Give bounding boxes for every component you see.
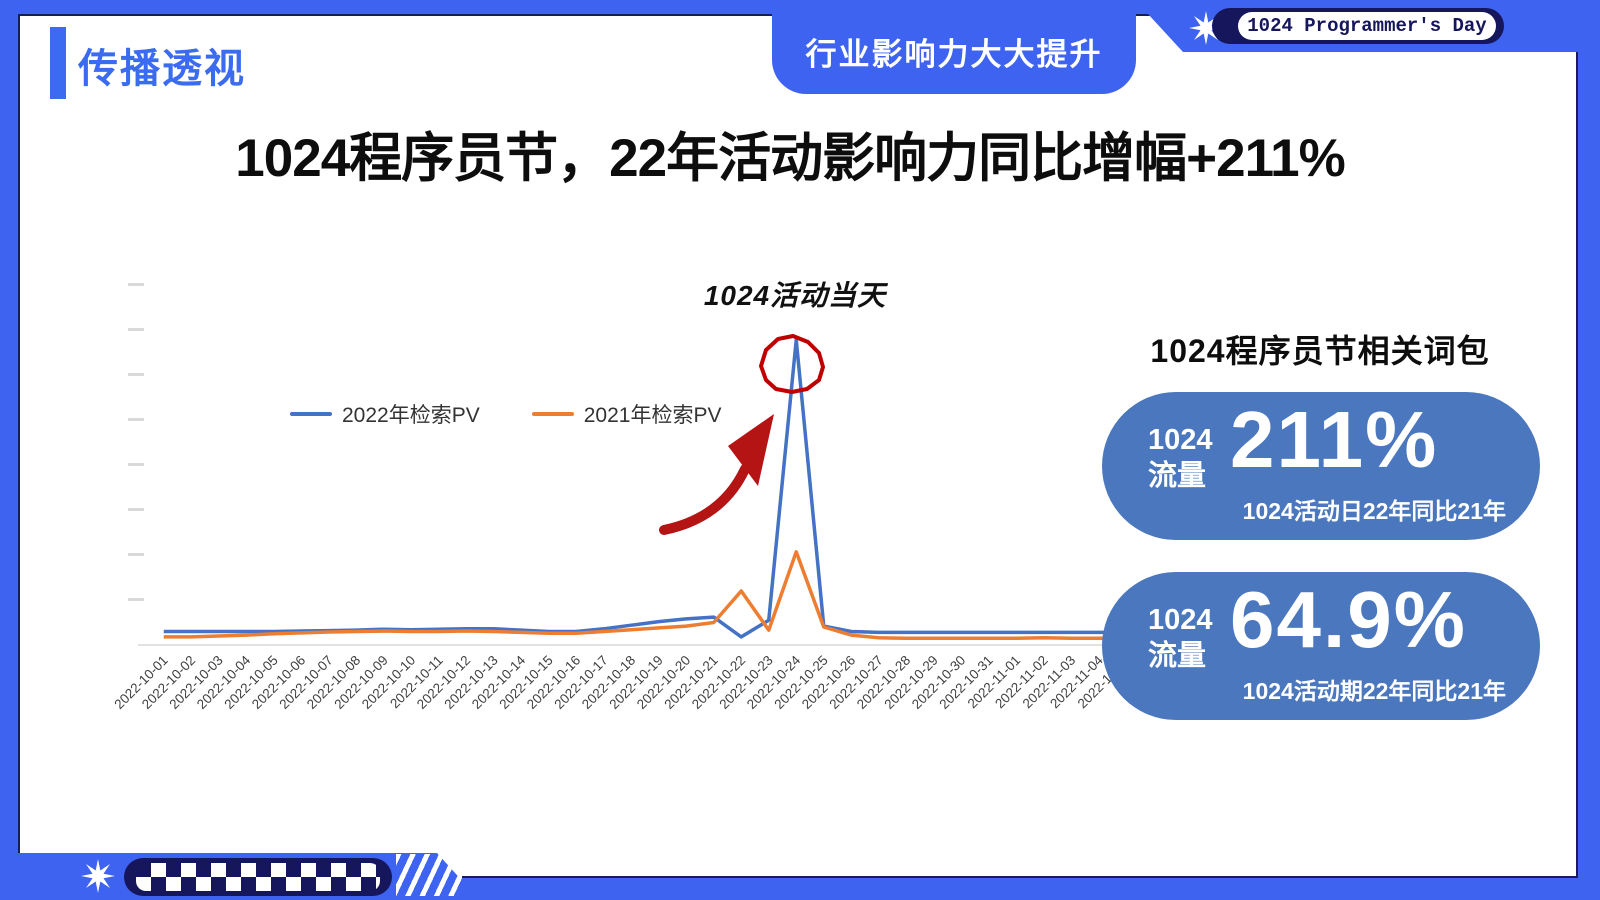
legend-swatch-2022 <box>290 412 332 416</box>
stat-card-649-label: 1024 流量 <box>1148 602 1213 674</box>
stat-card-211-label-bottom: 流量 <box>1148 460 1207 492</box>
legend-label-2022: 2022年检索PV <box>342 404 480 427</box>
header-banner: 行业影响力大大提升 <box>772 14 1136 94</box>
checker-pattern <box>124 858 392 896</box>
chart-legend: 2022年检索PV 2021年检索PV <box>290 399 721 429</box>
y-tick-smudge <box>128 508 144 511</box>
programmers-day-badge-inner: 1024 Programmer's Day <box>1238 12 1496 40</box>
stat-card-211-label-top: 1024 <box>1148 424 1213 456</box>
pv-chart: 2022-10-012022-10-022022-10-032022-10-04… <box>111 283 1140 712</box>
stats-heading: 1024程序员节相关词包 <box>1150 333 1490 369</box>
stat-card-649-caption: 1024活动期22年同比21年 <box>1242 678 1506 704</box>
checkerboard-icon <box>136 863 380 891</box>
pv-line-chart: 2022-10-01 2022-10-02 2022-10-03 2022-10-04… <box>111 250 1160 750</box>
series-line-0 <box>163 338 1127 639</box>
legend-item-2021: 2021年检索PV <box>531 399 722 429</box>
stat-card-211-caption: 1024活动日22年同比21年 <box>1242 498 1506 524</box>
section-title: 传播透视 <box>78 47 246 91</box>
stat-card-649-value: 64.9% <box>1230 575 1467 664</box>
legend-label-2021: 2021年检索PV <box>583 404 722 427</box>
y-tick-smudge <box>128 463 144 466</box>
series-line-1 <box>163 550 1127 640</box>
starburst-icon <box>81 859 115 893</box>
section-accent-bar <box>50 27 66 99</box>
programmers-day-badge-label: 1024 Programmer's Day <box>1247 15 1487 37</box>
stat-card-649-label-top: 1024 <box>1148 604 1213 636</box>
y-tick-smudge <box>128 373 144 376</box>
stat-card-211: 1024 流量 211% 1024活动日22年同比21年 <box>1102 392 1540 540</box>
stripes-pattern <box>396 854 462 896</box>
y-tick-smudge <box>128 553 144 556</box>
stat-card-211-value: 211% <box>1230 395 1439 484</box>
legend-item-2022: 2022年检索PV <box>290 399 480 429</box>
peak-annotation-label: 1024活动当天 <box>703 280 887 311</box>
y-tick-smudge <box>128 598 144 601</box>
stat-card-649: 1024 流量 64.9% 1024活动期22年同比21年 <box>1102 572 1540 720</box>
y-tick-smudge <box>128 283 144 286</box>
stat-card-211-label: 1024 流量 <box>1148 422 1213 494</box>
y-tick-smudge <box>128 418 144 421</box>
y-tick-smudge <box>128 328 144 331</box>
header-banner-label: 行业影响力大大提升 <box>805 36 1103 72</box>
stat-card-649-label-bottom: 流量 <box>1148 640 1207 672</box>
programmers-day-badge: 1024 Programmer's Day <box>1212 8 1504 44</box>
page-title: 1024程序员节，22年活动影响力同比增幅+211% <box>235 129 1345 188</box>
legend-swatch-2021 <box>531 412 574 416</box>
